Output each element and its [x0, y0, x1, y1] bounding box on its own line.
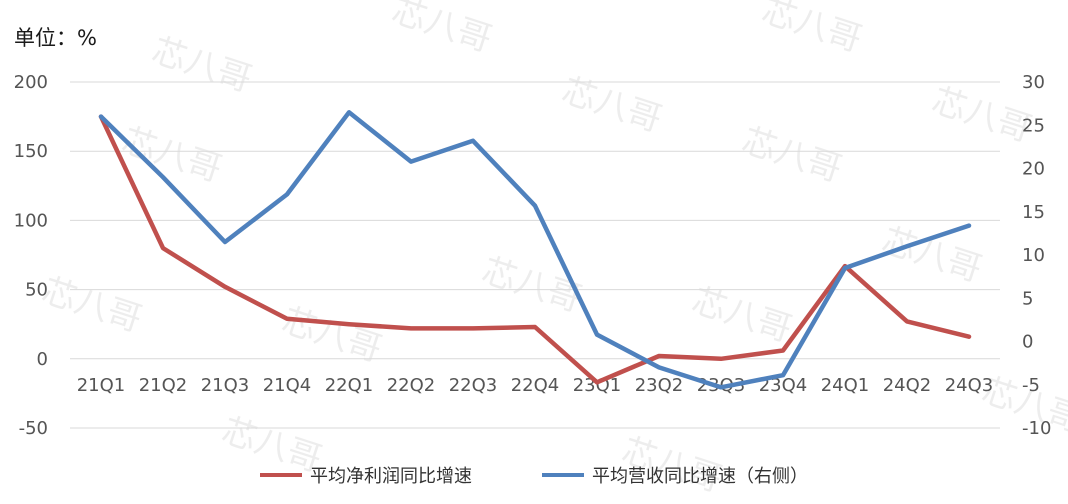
left-tick-label: 100 — [14, 210, 48, 231]
watermark-text: 芯八哥 — [277, 301, 386, 371]
right-tick-label: -10 — [1022, 418, 1051, 439]
watermark-text: 芯八哥 — [927, 81, 1036, 151]
x-tick-label: 21Q1 — [77, 375, 126, 396]
watermark-text: 芯八哥 — [147, 31, 256, 101]
x-tick-label: 23Q2 — [635, 375, 684, 396]
right-tick-label: 30 — [1022, 72, 1045, 93]
x-tick-label: 24Q2 — [883, 375, 932, 396]
legend-item-revenue[interactable]: 平均营收同比增速（右侧） — [542, 462, 808, 488]
left-tick-label: -50 — [19, 418, 48, 439]
x-tick-label: 22Q4 — [511, 375, 560, 396]
right-tick-label: 15 — [1022, 202, 1045, 223]
right-tick-label: 0 — [1022, 332, 1033, 353]
x-tick-label: 21Q2 — [139, 375, 188, 396]
left-tick-label: 200 — [14, 72, 48, 93]
left-tick-label: 0 — [37, 349, 48, 370]
legend-item-profit[interactable]: 平均净利润同比增速 — [260, 462, 472, 488]
legend-swatch-profit — [260, 473, 302, 477]
watermark-text: 芯八哥 — [877, 221, 986, 291]
x-tick-label: 22Q2 — [387, 375, 436, 396]
grid-lines — [70, 81, 1000, 429]
right-tick-label: -5 — [1022, 375, 1040, 396]
watermark-text: 芯八哥 — [37, 271, 146, 341]
legend: 平均净利润同比增速 平均营收同比增速（右侧） — [0, 462, 1068, 488]
right-tick-label: 25 — [1022, 115, 1045, 136]
watermark-text: 芯八哥 — [477, 251, 586, 321]
x-tick-label: 22Q1 — [325, 375, 374, 396]
watermark-text: 芯八哥 — [117, 121, 226, 191]
watermark-text: 芯八哥 — [557, 71, 666, 141]
x-tick-label: 21Q3 — [201, 375, 250, 396]
x-tick-label: 21Q4 — [263, 375, 312, 396]
legend-label-revenue: 平均营收同比增速（右侧） — [592, 466, 808, 487]
right-tick-label: 10 — [1022, 245, 1045, 266]
series-layer — [98, 110, 972, 390]
watermark-text: 芯八哥 — [687, 281, 796, 351]
right-tick-label: 20 — [1022, 159, 1045, 180]
x-tick-label: 22Q3 — [449, 375, 498, 396]
x-tick-label: 23Q1 — [573, 375, 622, 396]
x-tick-label: 24Q1 — [821, 375, 870, 396]
left-tick-label: 150 — [14, 141, 48, 162]
left-axis-ticks: -50 0 50 100 150 200 — [14, 72, 48, 439]
unit-label: 单位：% — [14, 26, 97, 50]
legend-label-profit: 平均净利润同比增速 — [310, 466, 472, 487]
x-tick-label: 24Q3 — [945, 375, 994, 396]
watermark-text: 芯八哥 — [737, 121, 846, 191]
x-axis-ticks: 21Q1 21Q2 21Q3 21Q4 22Q1 22Q2 22Q3 22Q4 23Q1 23Q2… — [77, 375, 994, 396]
legend-swatch-revenue — [542, 473, 584, 477]
left-tick-label: 50 — [25, 280, 48, 301]
right-tick-label: 5 — [1022, 288, 1033, 309]
x-tick-label: 23Q4 — [759, 375, 808, 396]
watermark-text: 芯八哥 — [757, 0, 866, 60]
right-axis-ticks: -10 -5 0 5 10 15 20 25 30 — [1022, 72, 1051, 439]
watermark-text: 芯八哥 — [387, 0, 496, 60]
